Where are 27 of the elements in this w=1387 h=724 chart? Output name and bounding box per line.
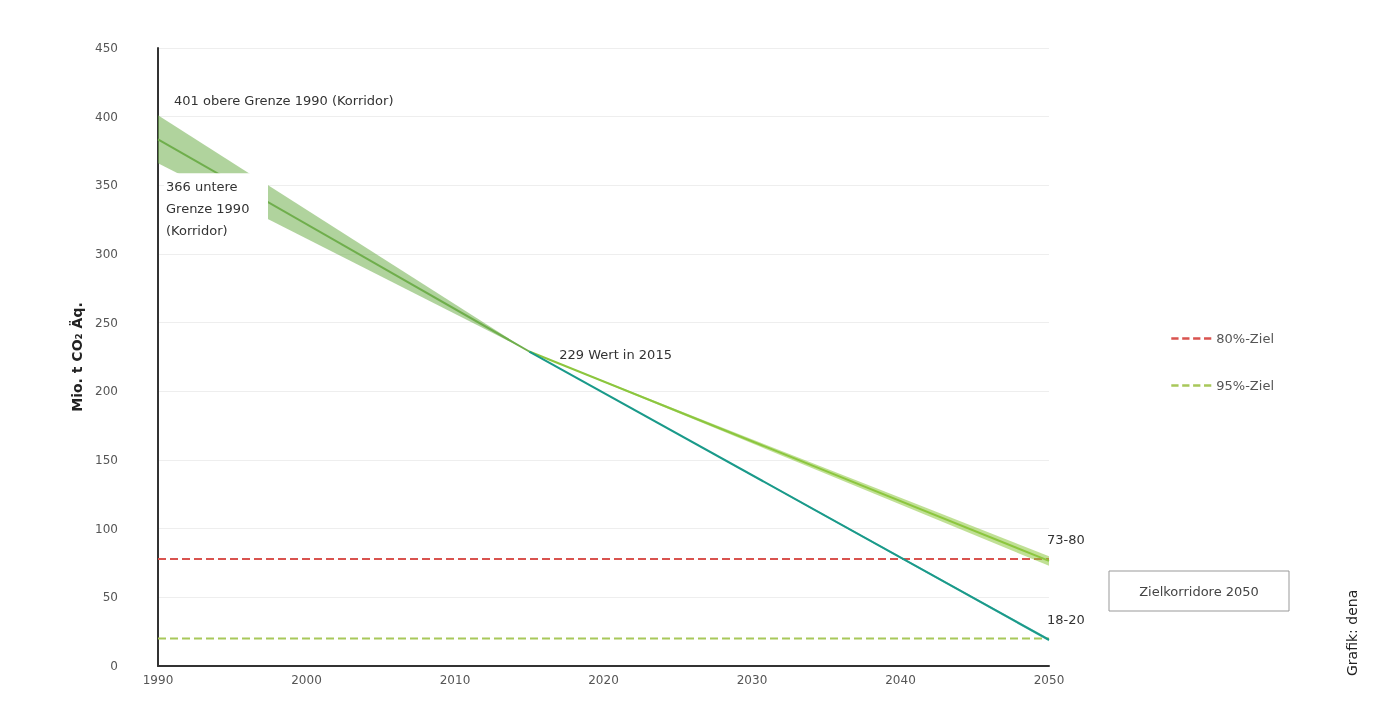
y-tick-label: 0	[110, 659, 118, 673]
legend-label: 80%-Ziel	[1216, 331, 1275, 346]
x-tick-label: 2010	[439, 673, 471, 687]
annotation: 229 Wert in 2015	[559, 347, 672, 363]
x-tick-label: 2020	[588, 673, 619, 687]
y-tick-label: 250	[95, 315, 118, 330]
y-tick-label: 400	[95, 109, 118, 124]
legend-label: 95%-Ziel	[1216, 378, 1275, 393]
x-tick-label: 2050	[1033, 673, 1065, 687]
y-tick-label: 200	[95, 384, 118, 399]
x-tick-label: 2000	[291, 673, 322, 687]
y-tick-label: 450	[95, 41, 118, 55]
text: Grafik: dena	[1344, 589, 1360, 676]
y-tick-label: 300	[95, 247, 118, 261]
y-tick-label: 100	[95, 521, 118, 536]
y-tick-label: 350	[95, 178, 118, 193]
annotation: 73-80	[1047, 531, 1085, 547]
text: Zielkorridore 2050	[1139, 583, 1259, 599]
x-tick-label: 2030	[736, 673, 768, 687]
annotation: 401 obere Grenze 1990 (Korridor)	[174, 92, 394, 108]
x-tick-label: 1990	[142, 673, 174, 687]
annotation: 366 untere Grenze 1990 (Korridor)	[166, 178, 254, 238]
y-axis-title: Mio. t CO₂ Äq.	[69, 302, 86, 412]
y-tick-label: 150	[95, 453, 118, 467]
y-tick-label: 50	[102, 590, 118, 605]
annotation: 18-20	[1047, 612, 1085, 628]
x-tick-label: 2040	[885, 673, 916, 687]
